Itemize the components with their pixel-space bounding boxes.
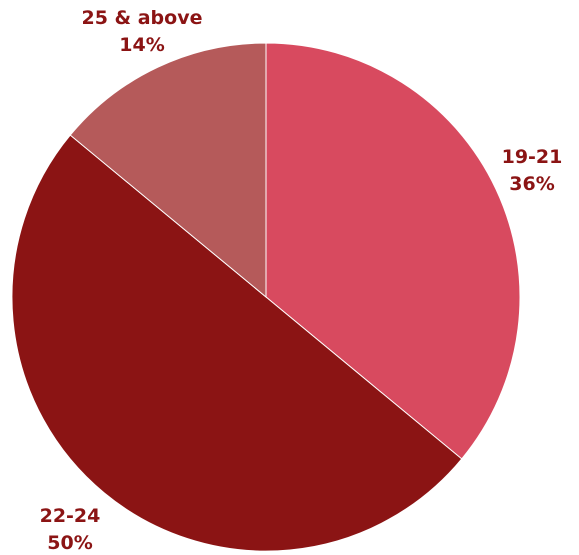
pie-slice-25-above	[69, 42, 267, 299]
pie-slice-22-24	[11, 134, 463, 552]
slice-percent-19-21: 36%	[509, 173, 554, 195]
slice-label-19-21: 19-21	[502, 146, 563, 168]
slice-label-25-above: 25 & above	[82, 7, 203, 29]
pie-labels: 19-21 36% 22-24 50% 25 & above 14%	[40, 7, 563, 554]
pie-slice-19-21	[265, 42, 521, 460]
slice-label-22-24: 22-24	[40, 505, 101, 527]
slice-percent-22-24: 50%	[47, 532, 92, 554]
pie-slices	[11, 42, 521, 552]
slice-percent-25-above: 14%	[119, 34, 164, 56]
